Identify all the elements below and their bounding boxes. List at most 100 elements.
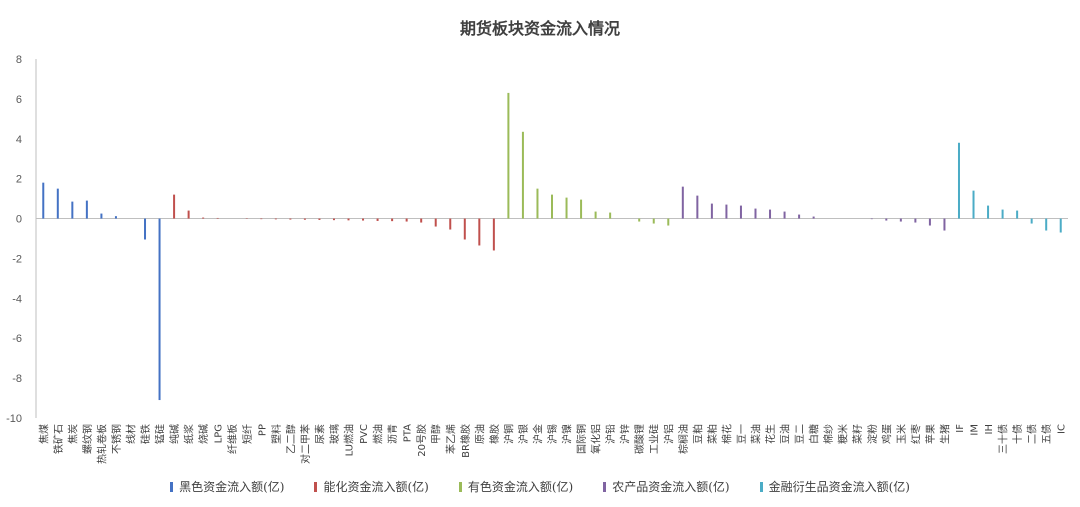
bar [928, 218, 931, 226]
bar [725, 204, 728, 219]
bar [899, 218, 902, 222]
bar [289, 218, 292, 220]
y-tick-label: 6 [16, 94, 22, 106]
bar [957, 142, 960, 219]
bar [449, 218, 452, 230]
x-tick-label: 焦炭 [66, 424, 79, 444]
x-tick-label: 沪银 [517, 424, 530, 444]
legend-label: 有色资金流入额(亿) [467, 480, 574, 494]
x-tick-label: 沪锌 [619, 424, 632, 444]
legend-swatch [314, 481, 318, 492]
x-tick-label: 玻璃 [328, 424, 341, 444]
x-tick-label: LU燃油 [343, 424, 356, 456]
x-tick-label: IH [984, 424, 995, 434]
bar [1059, 218, 1062, 233]
bar [144, 218, 147, 240]
bar [216, 217, 219, 219]
legend-swatch [759, 481, 763, 492]
x-tick-label: 塑料 [270, 424, 283, 444]
bar [114, 216, 117, 219]
bar [987, 205, 990, 219]
bar [652, 218, 655, 224]
legend-item: 能化资金流入额(亿) [314, 478, 429, 495]
y-tick-label: 8 [16, 54, 22, 66]
x-tick-label: LPG [214, 424, 225, 443]
y-tick-label: 4 [16, 134, 22, 146]
x-tick-label: 锰硅 [154, 424, 167, 444]
x-tick-label: 二债 [1026, 424, 1039, 444]
bar [914, 218, 917, 223]
bar [580, 199, 583, 219]
x-tick-label: 20号胶 [415, 424, 428, 457]
bar [798, 214, 801, 219]
bar [521, 131, 524, 219]
legend: 黑色资金流入额(亿) 能化资金流入额(亿) 有色资金流入额(亿) 农产品资金流入额(亿… [0, 478, 1080, 495]
bar [478, 218, 481, 246]
bar [158, 218, 161, 401]
bar [885, 218, 888, 221]
bar [1016, 210, 1019, 219]
x-tick-label: 菜籽 [852, 424, 864, 444]
legend-item: 农产品资金流入额(亿) [603, 478, 730, 495]
bar [85, 200, 88, 219]
x-tick-label: IF [955, 424, 966, 433]
x-tick-label: 铁矿石 [52, 424, 65, 454]
bar [594, 211, 597, 219]
x-tick-label: 短纤 [241, 424, 254, 444]
x-tick-label: 菜粕 [706, 424, 719, 444]
x-tick-label: 热轧卷板 [95, 424, 108, 464]
x-tick-label: 沪锡 [546, 424, 559, 444]
bar [812, 216, 815, 219]
bar [870, 218, 873, 220]
bar [303, 218, 306, 220]
x-tick-label: PVC [359, 424, 370, 444]
bar [972, 190, 975, 219]
bar [420, 218, 423, 223]
x-tick-label: 氧化铝 [590, 424, 603, 454]
bar [56, 188, 59, 219]
x-tick-label: PTA [403, 424, 414, 442]
x-tick-label: 螺纹钢 [81, 424, 94, 454]
legend-swatch [458, 481, 462, 492]
x-tick-label: 苯乙烯 [444, 424, 457, 454]
bar [536, 188, 539, 219]
x-tick-label: 棉纱 [822, 424, 835, 444]
bar [376, 218, 379, 221]
y-tick-label: 0 [16, 214, 22, 226]
x-tick-label: 鸡蛋 [880, 424, 893, 444]
bar [507, 92, 510, 219]
x-tick-label: 棕榈油 [677, 424, 690, 454]
bar [42, 182, 45, 219]
x-tick-label: BR橡胶 [459, 424, 472, 458]
y-tick-label: -10 [6, 413, 22, 425]
x-tick-label: 纯碱 [168, 424, 181, 444]
bar [187, 210, 190, 219]
bar [1001, 209, 1004, 219]
x-tick-label: 甲醇 [430, 424, 443, 444]
x-tick-label: 白糖 [808, 424, 821, 444]
bar [1030, 218, 1033, 224]
bar [202, 217, 205, 219]
chart-title: 期货板块资金流入情况 [460, 19, 620, 38]
x-tick-label: 乙二醇 [284, 424, 297, 454]
x-tick-label: 菜油 [749, 424, 762, 444]
x-tick-label: 三十债 [997, 424, 1010, 454]
x-tick-label: 橡胶 [488, 424, 501, 444]
x-tick-label: 玉米 [895, 424, 908, 444]
x-tick-label: 对二甲苯 [299, 424, 312, 464]
x-tick-label: 不锈钢 [110, 424, 123, 454]
x-tick-label: 硅铁 [139, 424, 152, 444]
bar [100, 213, 103, 219]
bar [638, 218, 641, 222]
bar [769, 209, 772, 219]
x-tick-label: 红枣 [909, 424, 922, 444]
x-tick-label: PP [257, 424, 268, 436]
legend-item: 黑色资金流入额(亿) [170, 478, 284, 495]
legend-item: 金融衍生品资金流入额(亿) [759, 478, 910, 495]
x-tick-label: 沪铝 [662, 424, 675, 444]
x-tick-label: 烧碱 [197, 424, 210, 444]
axes: 8 6 4 2 0 -2 -4 -6 -8 -10 [6, 54, 1068, 425]
bar [667, 218, 670, 226]
legend-label: 能化资金流入额(亿) [323, 480, 429, 494]
